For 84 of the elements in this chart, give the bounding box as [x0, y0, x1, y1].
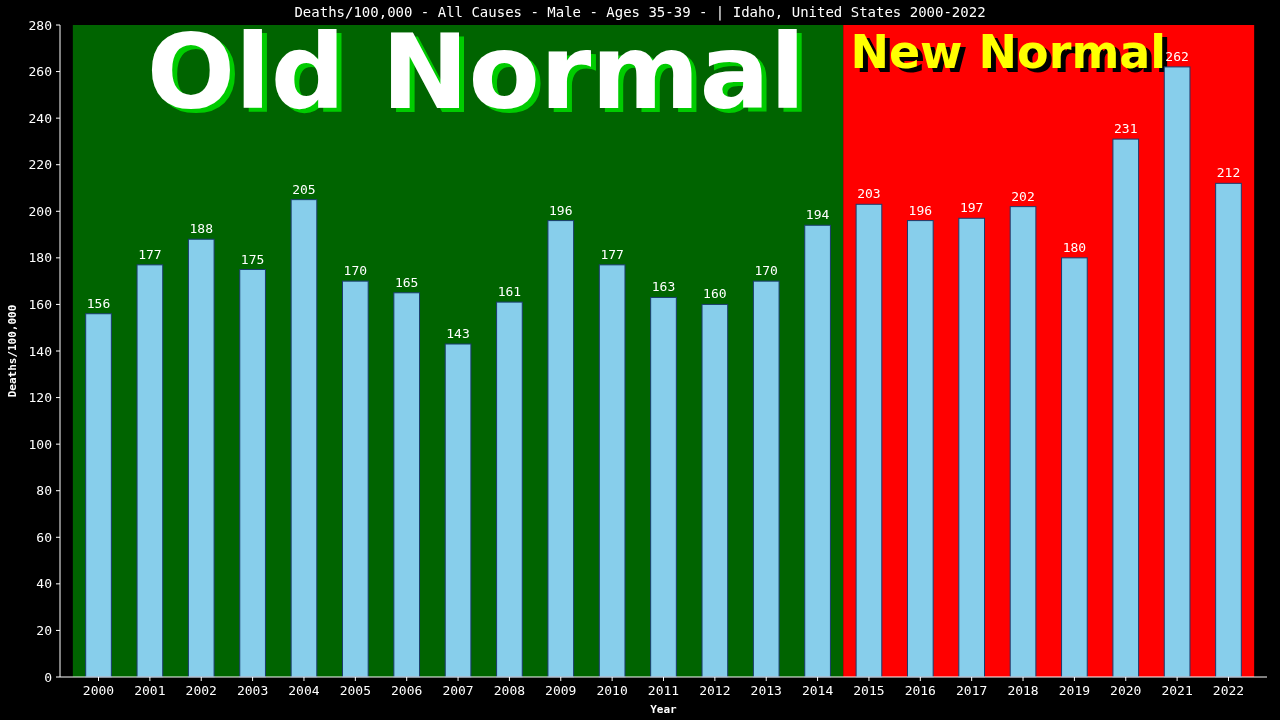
- data-label: 212: [1216, 165, 1241, 181]
- data-label: 160: [703, 286, 727, 302]
- data-label: 196: [549, 202, 573, 218]
- x-tick-label: 2003: [236, 683, 269, 698]
- bar: [752, 280, 780, 678]
- data-label: 161: [497, 284, 522, 300]
- x-tick-label: 2002: [185, 683, 217, 698]
- data-label: 177: [600, 246, 624, 262]
- bar: [187, 238, 215, 678]
- data-label: 165: [394, 274, 419, 290]
- bar: [136, 264, 164, 678]
- data-label: 231: [1114, 121, 1138, 137]
- data-label: 194: [805, 207, 830, 223]
- bar: [239, 269, 266, 678]
- x-tick-label: 2001: [134, 683, 166, 698]
- data-label: 177: [138, 246, 162, 262]
- y-tick-label: 140: [28, 343, 52, 359]
- x-tick-label: 2022: [1212, 683, 1245, 698]
- data-label: 188: [189, 221, 213, 237]
- x-tick-label: 2011: [647, 683, 680, 698]
- bar: [1009, 206, 1037, 678]
- y-tick-label: 160: [28, 296, 52, 312]
- bar: [85, 313, 112, 678]
- data-label: 143: [446, 326, 470, 342]
- x-tick-label: 2012: [699, 683, 731, 698]
- bar: [598, 264, 626, 678]
- x-tick-label: 2007: [442, 683, 474, 698]
- data-label: 163: [651, 279, 676, 295]
- bar: [290, 199, 318, 678]
- x-tick-label: 2009: [545, 683, 577, 698]
- y-tick-label: 0: [44, 669, 52, 685]
- bar: [1215, 182, 1242, 678]
- y-tick-label: 100: [28, 436, 52, 452]
- x-tick-label: 2018: [1007, 683, 1039, 698]
- y-axis-title: Deaths/100,000: [6, 304, 19, 398]
- bar: [804, 224, 831, 678]
- data-label: 196: [908, 202, 933, 218]
- x-tick-label: 2021: [1161, 683, 1193, 698]
- bar: [701, 303, 729, 678]
- x-tick-label: 2019: [1058, 683, 1091, 698]
- y-tick-label: 240: [28, 110, 52, 126]
- x-tick-label: 2005: [339, 683, 371, 698]
- bar: [855, 203, 883, 678]
- data-label: 202: [1011, 188, 1035, 204]
- y-tick-label: 280: [28, 17, 52, 33]
- data-label: 205: [292, 181, 316, 197]
- bar: [1112, 138, 1140, 678]
- bar: [906, 220, 934, 678]
- x-tick-label: 2015: [853, 683, 885, 698]
- data-label: 170: [754, 263, 778, 279]
- y-tick-label: 200: [28, 203, 52, 219]
- y-tick-label: 80: [36, 483, 52, 499]
- x-tick-label: 2010: [596, 683, 628, 698]
- bar: [547, 220, 575, 678]
- bar: [958, 217, 986, 678]
- y-tick-label: 120: [28, 390, 52, 406]
- bar: [496, 301, 523, 678]
- y-tick-label: 180: [28, 250, 52, 266]
- bar: [341, 280, 369, 678]
- x-tick-label: 2017: [956, 683, 988, 698]
- y-tick-label: 20: [36, 622, 52, 638]
- x-tick-label: 2004: [288, 683, 320, 698]
- x-tick-label: 2020: [1110, 683, 1142, 698]
- data-label: 203: [857, 186, 881, 202]
- bar: [650, 296, 677, 678]
- data-label: 156: [86, 295, 111, 311]
- bar: [444, 343, 472, 678]
- x-axis-title: Year: [650, 703, 678, 716]
- x-tick-label: 2014: [801, 683, 834, 698]
- x-tick-label: 2008: [493, 683, 526, 698]
- y-tick-label: 40: [36, 576, 52, 592]
- x-tick-label: 2006: [391, 683, 423, 698]
- x-tick-label: 2016: [904, 683, 936, 698]
- data-label: 170: [343, 263, 368, 279]
- data-label: 175: [240, 251, 265, 267]
- bar: [1061, 257, 1088, 678]
- x-tick-label: 2000: [82, 683, 115, 698]
- x-tick-label: 2013: [750, 683, 782, 698]
- y-tick-label: 220: [28, 157, 52, 173]
- bar: [393, 292, 421, 678]
- y-tick-label: 60: [36, 529, 52, 545]
- y-tick-label: 260: [28, 64, 52, 80]
- data-label: 197: [959, 200, 984, 216]
- data-label: 180: [1062, 239, 1087, 255]
